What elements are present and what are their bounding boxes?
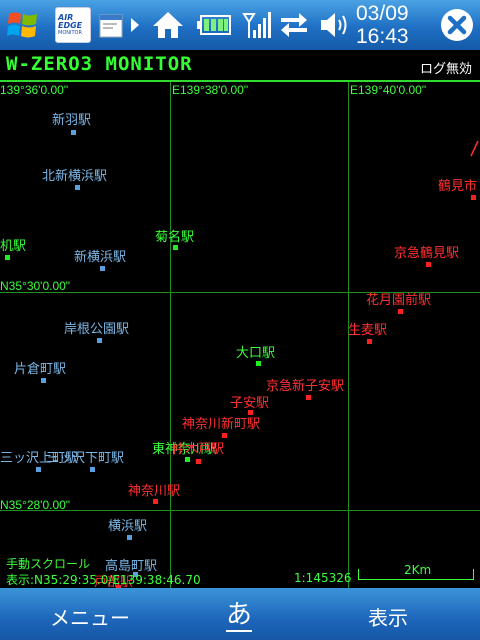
station-label: 鶴見市 bbox=[438, 179, 478, 194]
station-marker bbox=[471, 195, 476, 200]
signal-icon bbox=[242, 12, 271, 38]
station-label: 三ッ沢上町駅 bbox=[0, 451, 79, 466]
log-status[interactable]: ログ無効 bbox=[419, 62, 472, 77]
station-marker bbox=[153, 499, 158, 504]
station-label: 机駅 bbox=[0, 239, 27, 254]
station-label: 神奈川駅 bbox=[128, 484, 181, 499]
airedge-monitor-task[interactable]: AIR EDGE MONITOR bbox=[54, 0, 92, 50]
taskbar: AIR EDGE MONITOR bbox=[0, 0, 480, 50]
station-label: 三ッ沢下町駅 bbox=[46, 451, 125, 466]
display-softkey[interactable]: 表示 bbox=[368, 606, 408, 630]
map-scale-ratio: 1:145326 bbox=[294, 571, 352, 585]
station-marker bbox=[367, 339, 372, 344]
home-button[interactable] bbox=[148, 0, 188, 50]
coord-lon2: E139°38'0.00" bbox=[172, 83, 249, 97]
logo-text: AIR EDGE bbox=[58, 13, 83, 30]
station-marker bbox=[97, 338, 102, 343]
center-coordinate: 表示:N35:29:35.0/E139:38:46.70 bbox=[6, 573, 201, 587]
scale-bar-label: 2Km bbox=[404, 563, 432, 577]
station-label: 片倉町駅 bbox=[14, 362, 67, 377]
station-label: 神奈川新町駅 bbox=[182, 417, 261, 432]
battery-indicator[interactable] bbox=[194, 0, 234, 50]
map-edge-mark bbox=[470, 140, 479, 157]
station-label: 京急鶴見駅 bbox=[394, 246, 460, 261]
station-marker bbox=[71, 130, 76, 135]
station-label: 菊名駅 bbox=[155, 230, 195, 245]
station-marker bbox=[248, 410, 253, 415]
station-marker bbox=[36, 467, 41, 472]
station-marker bbox=[127, 535, 132, 540]
station-marker bbox=[90, 467, 95, 472]
coord-lon3: E139°40'0.00" bbox=[350, 83, 427, 97]
connectivity-indicator[interactable] bbox=[276, 0, 312, 50]
clock-time: 16:43 bbox=[356, 25, 409, 48]
volume-button[interactable] bbox=[316, 0, 354, 50]
station-marker bbox=[173, 245, 178, 250]
page-title: W-ZERO3 MONITOR bbox=[6, 53, 193, 75]
station-marker bbox=[222, 433, 227, 438]
station-label: 新羽駅 bbox=[52, 113, 92, 128]
station-marker bbox=[196, 459, 201, 464]
more-tasks-arrow[interactable] bbox=[128, 0, 142, 50]
start-button[interactable] bbox=[0, 0, 46, 50]
map-canvas[interactable]: 139°36'0.00" E139°38'0.00" E139°40'0.00"… bbox=[0, 82, 480, 588]
station-marker bbox=[185, 457, 190, 462]
close-button[interactable] bbox=[434, 0, 480, 50]
chevron-right-icon bbox=[131, 18, 139, 32]
station-marker bbox=[306, 395, 311, 400]
station-label: 大口駅 bbox=[236, 346, 276, 361]
coord-lat2: N35°28'0.00" bbox=[0, 498, 71, 512]
menu-softkey[interactable]: メニュー bbox=[50, 606, 130, 630]
app-window-icon bbox=[99, 14, 123, 38]
clock[interactable]: 03/09 16:43 bbox=[356, 2, 430, 48]
station-marker bbox=[5, 255, 10, 260]
station-label: 北新横浜駅 bbox=[42, 169, 108, 184]
station-label: 東神奈川駅 bbox=[152, 442, 218, 457]
clock-date: 03/09 bbox=[356, 2, 409, 25]
grid-line-lat2 bbox=[0, 510, 480, 511]
softkey-bar: メニュー あ 表示 bbox=[0, 588, 480, 640]
ime-label: あ bbox=[225, 600, 252, 630]
station-label: 生麦駅 bbox=[348, 323, 388, 338]
station-label: 新横浜駅 bbox=[74, 250, 127, 265]
station-label: 高島町駅 bbox=[105, 559, 158, 574]
station-label: 子安駅 bbox=[230, 396, 270, 411]
airedge-logo-icon: AIR EDGE MONITOR bbox=[55, 7, 91, 43]
sync-arrows-icon bbox=[281, 13, 307, 37]
station-marker bbox=[116, 585, 121, 588]
grid-line-lat1 bbox=[0, 292, 480, 293]
app-header: W-ZERO3 MONITOR ログ無効 bbox=[0, 50, 480, 82]
input-method-button[interactable]: あ bbox=[222, 594, 256, 634]
logo-subtext: MONITOR bbox=[58, 30, 82, 36]
station-marker bbox=[41, 378, 46, 383]
station-marker bbox=[75, 185, 80, 190]
home-icon bbox=[153, 12, 183, 38]
station-label: 横浜駅 bbox=[108, 519, 148, 534]
station-label: 京急新子安駅 bbox=[266, 379, 345, 394]
station-marker bbox=[100, 266, 105, 271]
grid-line-lon3 bbox=[348, 82, 349, 588]
station-marker bbox=[398, 309, 403, 314]
windows-flag-icon bbox=[7, 12, 37, 38]
signal-indicator[interactable] bbox=[238, 0, 274, 50]
station-label: 岸根公園駅 bbox=[64, 322, 130, 337]
coord-lat1: N35°30'0.00" bbox=[0, 279, 71, 293]
station-marker bbox=[256, 361, 261, 366]
station-label: 仲木戸駅 bbox=[172, 442, 225, 457]
battery-icon bbox=[197, 15, 231, 35]
close-icon bbox=[441, 9, 473, 41]
station-label: 花月園前駅 bbox=[366, 293, 432, 308]
station-label: 戸部駅 bbox=[94, 575, 134, 588]
coord-lon1: 139°36'0.00" bbox=[0, 83, 69, 97]
grid-line-lon2 bbox=[170, 82, 171, 588]
scale-bar: 2Km bbox=[358, 562, 474, 582]
scale-bar-line bbox=[358, 569, 474, 580]
volume-icon bbox=[321, 13, 347, 37]
ime-underline bbox=[226, 630, 252, 632]
station-marker bbox=[133, 572, 138, 577]
station-marker bbox=[426, 262, 431, 267]
window-task[interactable] bbox=[96, 0, 126, 50]
scroll-mode: 手動スクロール bbox=[6, 557, 91, 571]
